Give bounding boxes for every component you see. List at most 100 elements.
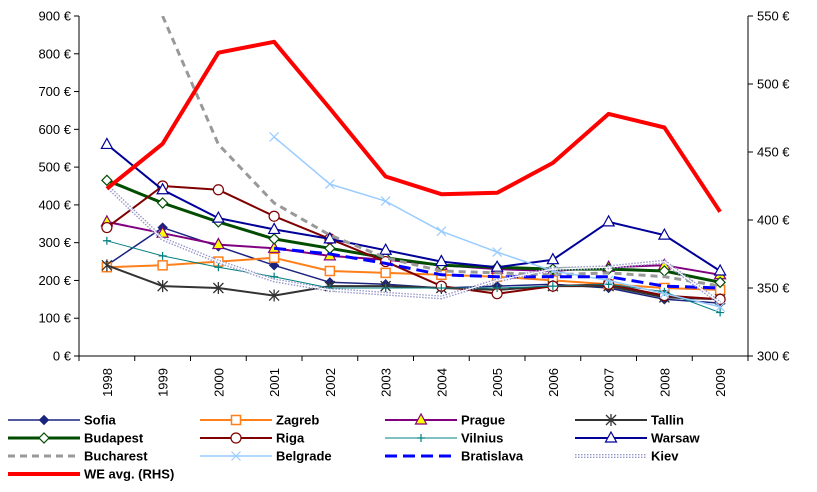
- data-point: [434, 254, 448, 267]
- data-point: [212, 184, 224, 196]
- series-kiev: [105, 184, 722, 305]
- data-point: [156, 197, 169, 209]
- x-tick-label: 2009: [713, 368, 728, 397]
- data-point: [604, 430, 618, 443]
- data-point: [324, 242, 336, 255]
- series-budapest: [101, 174, 726, 289]
- series-bucharest: [161, 16, 721, 288]
- series-line: [106, 240, 721, 314]
- legend-item: Sofia: [8, 413, 117, 428]
- series-line: [161, 16, 721, 288]
- data-point: [230, 414, 242, 426]
- data-point: [546, 252, 560, 265]
- series-line: [106, 220, 721, 276]
- data-point: [268, 289, 280, 302]
- x-tick-label: 2002: [323, 368, 338, 397]
- legend-label: Tallin: [651, 413, 684, 428]
- x-tick-label: 2008: [657, 368, 672, 397]
- legend-item: Prague: [385, 413, 505, 428]
- data-point: [38, 432, 50, 444]
- data-point: [324, 179, 335, 190]
- x-tick-label: 2004: [434, 368, 449, 397]
- x-tick-label: 2000: [211, 368, 226, 397]
- data-point: [716, 308, 725, 317]
- y-left-tick-label: 700 €: [38, 84, 71, 99]
- data-point: [605, 414, 617, 426]
- data-point: [156, 182, 170, 195]
- legend-label: Zagreb: [276, 413, 319, 428]
- series-belgrade: [269, 131, 726, 312]
- series-vilnius: [102, 236, 725, 317]
- legend-item: Budapest: [8, 431, 144, 446]
- y-right-tick-label: 450 €: [757, 145, 790, 160]
- legend-item: Vilnius: [385, 431, 503, 446]
- series-line: [106, 143, 721, 272]
- legend-label: Bratislava: [461, 449, 524, 464]
- legend-label: Riga: [276, 431, 305, 446]
- legend-label: Sofia: [84, 413, 117, 428]
- x-tick-label: 2007: [602, 368, 617, 397]
- data-point: [268, 233, 280, 245]
- data-point: [157, 280, 169, 293]
- data-point: [437, 284, 446, 292]
- y-right-tick-label: 550 €: [757, 9, 790, 24]
- data-point: [414, 412, 428, 425]
- data-point: [379, 242, 393, 255]
- y-left-tick-label: 400 €: [38, 197, 71, 212]
- data-point: [714, 276, 726, 289]
- y-left-tick-label: 800 €: [38, 46, 71, 61]
- data-point: [212, 282, 224, 294]
- y-left-tick-label: 900 €: [38, 9, 71, 24]
- legend-label: Kiev: [651, 449, 679, 464]
- data-point: [659, 288, 670, 299]
- data-point: [417, 434, 425, 442]
- data-point: [490, 259, 504, 272]
- y-left-tick-label: 0 €: [53, 349, 72, 364]
- series-we-avg-rhs: [105, 39, 722, 213]
- data-point: [100, 137, 114, 150]
- legend: Sofia Zagreb Prague Tallin Budapest Riga Vilni…: [8, 413, 701, 482]
- data-point: [211, 210, 225, 223]
- data-point: [381, 284, 390, 292]
- y-left-tick-label: 300 €: [38, 235, 71, 250]
- legend-item: Warsaw: [575, 431, 701, 446]
- y-left-tick-label: 100 €: [38, 311, 71, 326]
- y-left-tick-label: 500 €: [38, 160, 71, 175]
- data-point: [269, 131, 280, 142]
- series-line: [106, 178, 721, 284]
- legend-label: Bucharest: [84, 449, 148, 464]
- series-line: [273, 246, 721, 290]
- series-bratislava: [273, 246, 721, 290]
- legend-label: Warsaw: [651, 431, 701, 446]
- y-right-tick-label: 500 €: [757, 77, 790, 92]
- data-point: [267, 222, 281, 235]
- x-tick-label: 2006: [546, 368, 561, 397]
- legend-label: Belgrade: [276, 449, 332, 464]
- legend-item: WE avg. (RHS): [8, 467, 174, 482]
- data-point: [492, 247, 503, 258]
- legend-label: Budapest: [84, 431, 144, 446]
- plot-area: [100, 16, 727, 317]
- data-point: [324, 265, 336, 277]
- data-point: [158, 251, 167, 260]
- data-point: [548, 282, 557, 291]
- y-right-tick-label: 300 €: [757, 349, 790, 364]
- data-point: [715, 301, 726, 312]
- legend-label: Vilnius: [461, 431, 503, 446]
- y-right-tick-label: 400 €: [757, 213, 790, 228]
- y-left-tick-label: 200 €: [38, 273, 71, 288]
- data-point: [101, 259, 113, 272]
- x-tick-label: 1999: [156, 368, 171, 397]
- y-right-tick-label: 350 €: [757, 281, 790, 296]
- x-tick-label: 2003: [379, 368, 394, 397]
- series-line: [106, 264, 721, 301]
- data-point: [101, 174, 113, 187]
- data-point: [268, 260, 280, 271]
- x-tick-label: 2001: [267, 368, 282, 397]
- data-point: [38, 414, 50, 426]
- data-point: [380, 267, 391, 279]
- legend-item: Bucharest: [8, 449, 148, 464]
- data-point: [268, 252, 280, 264]
